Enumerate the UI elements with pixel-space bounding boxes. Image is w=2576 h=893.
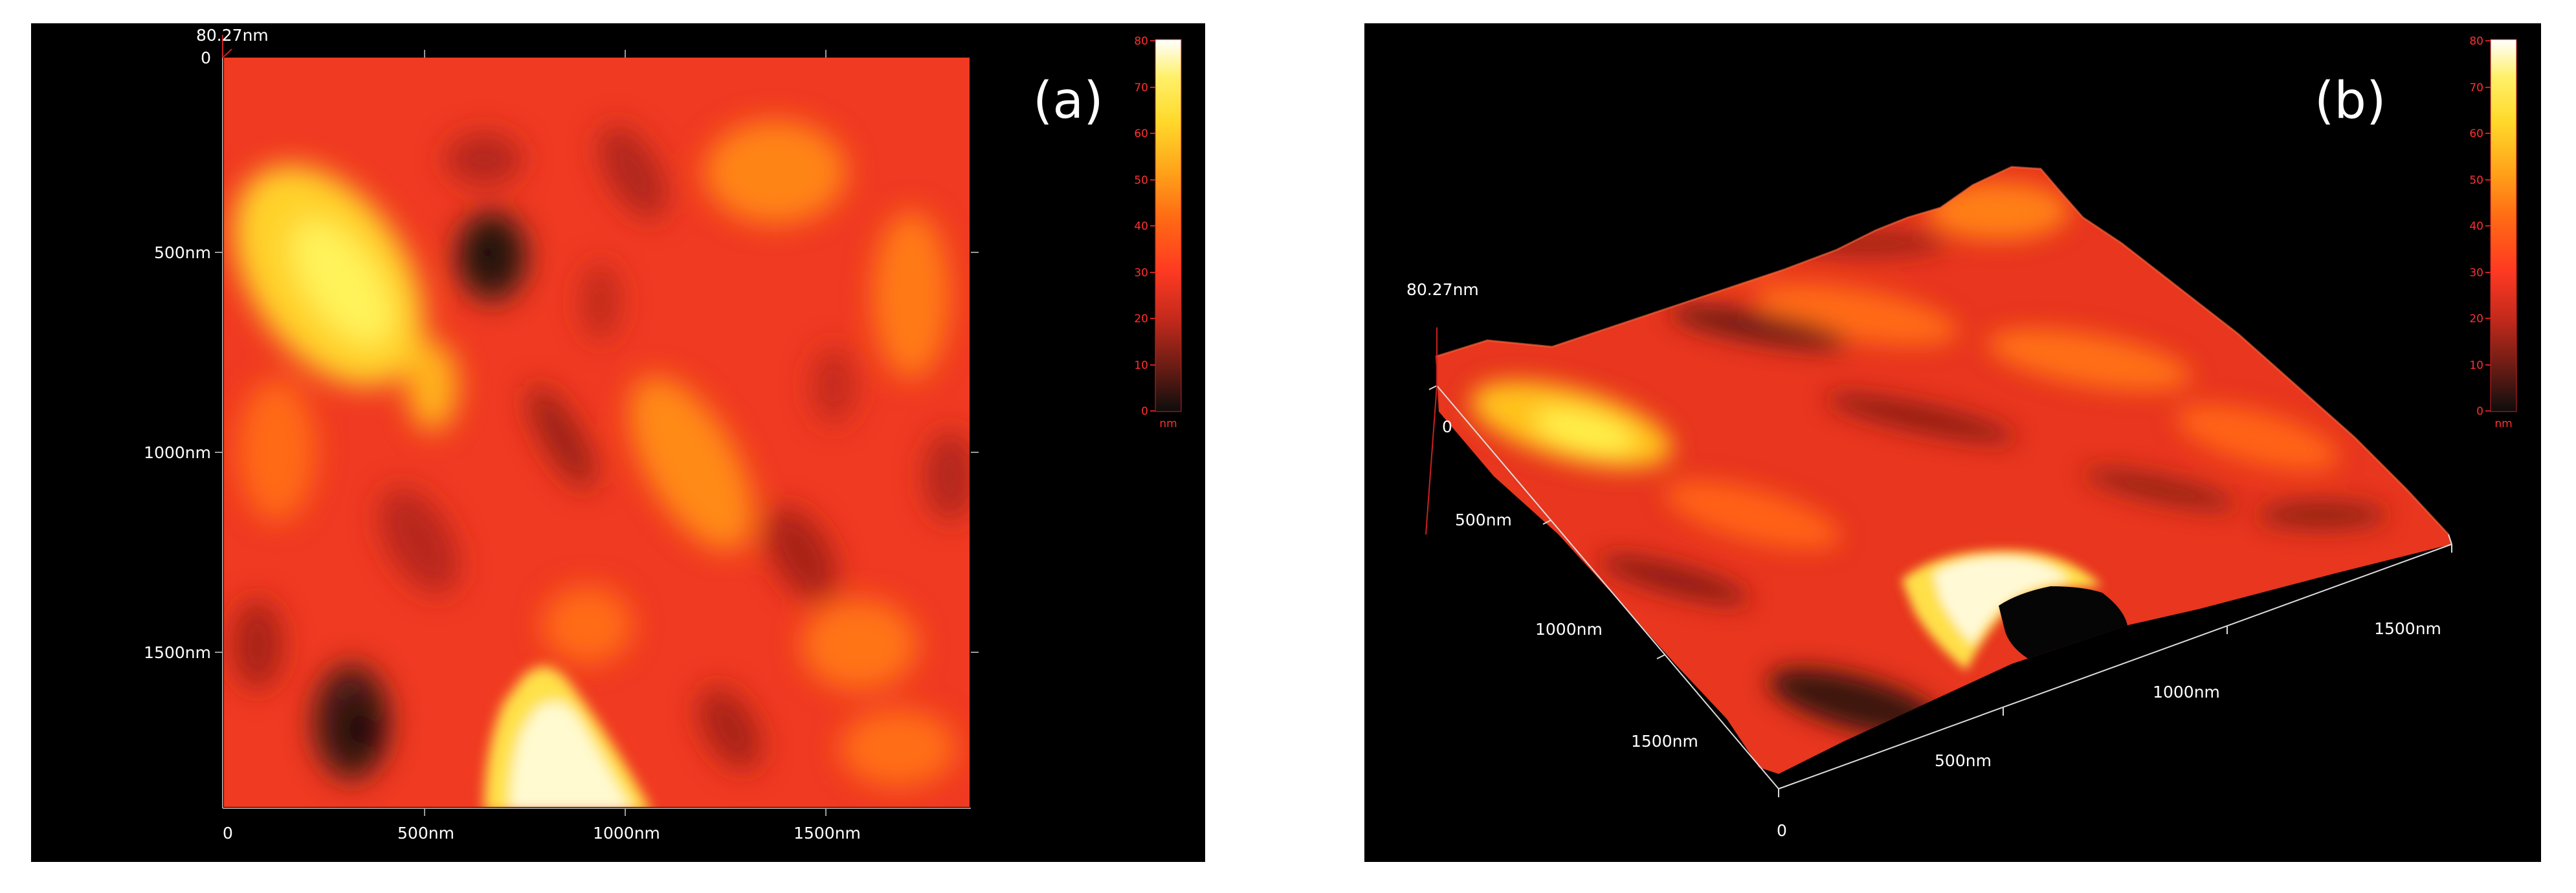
left-tick-1500: 1500nm [1631,732,1698,751]
height-marker-diagonal [222,49,232,58]
colorbar: 80 70 60 50 40 30 20 10 0 nm [2469,35,2517,430]
panel-label: (b) [2315,72,2386,130]
y-tick-500: 500nm [154,243,211,262]
x-tick-500: 500nm [397,824,454,843]
colorbar-tick-10: 10 [2469,359,2483,372]
colorbar-unit: nm [2494,417,2512,430]
colorbar-tick-40: 40 [1134,220,1148,233]
height-marker-lower [1425,385,1438,535]
axis-frame [215,50,979,816]
front-tick-0: 0 [1777,821,1787,840]
colorbar-tick-80: 80 [2469,35,2483,48]
colorbar-tick-70: 70 [1134,82,1148,94]
front-tick-1500: 1500nm [2374,619,2441,638]
colorbar-tick-10: 10 [1134,359,1148,372]
colorbar-gradient [1155,39,1181,412]
colorbar-tick-60: 60 [1134,127,1148,140]
colorbar-tick-0: 0 [2476,405,2483,418]
height-map-image [224,58,970,807]
afm-2d-figure: 80.27nm 0 500nm 1000nm 1500nm 0 500nm 10… [144,26,1182,843]
colorbar-tick-40: 40 [2469,220,2483,233]
x-tick-0: 0 [223,824,233,843]
colorbar-tick-20: 20 [1134,313,1148,325]
y-tick-1000: 1000nm [144,443,211,462]
y-tick-1500: 1500nm [144,643,211,662]
height-tag: 80.27nm [196,26,269,45]
afm-3d-figure: 80.27nm 0 500nm 1000nm 1500nm 0 500nm 10… [1406,35,2517,840]
colorbar-unit: nm [1159,417,1177,430]
colorbar-gradient [2491,39,2516,412]
height-tag: 80.27nm [1406,280,1479,299]
colorbar-tick-60: 60 [2469,127,2483,140]
colorbar-tick-70: 70 [2469,82,2483,94]
front-tick-1000: 1000nm [2153,683,2220,701]
afm-3d-panel: 80.27nm 0 500nm 1000nm 1500nm 0 500nm 10… [1364,23,2541,862]
colorbar-tick-0: 0 [1141,405,1148,418]
left-tick-500: 500nm [1455,511,1512,529]
colorbar-tick-50: 50 [2469,174,2483,187]
x-tick-1500: 1500nm [794,824,861,843]
panel-label: (a) [1033,72,1104,130]
left-tick-0: 0 [1442,417,1452,436]
colorbar-tick-30: 30 [1134,267,1148,280]
front-tick-500: 500nm [1935,751,1992,770]
colorbar-tick-80: 80 [1134,35,1148,48]
y-tick-0: 0 [201,49,211,67]
colorbar-tick-30: 30 [2469,267,2483,280]
left-tick-1000: 1000nm [1535,620,1603,639]
colorbar-tick-50: 50 [1134,174,1148,187]
colorbar-tick-20: 20 [2469,313,2483,325]
afm-2d-panel: 80.27nm 0 500nm 1000nm 1500nm 0 500nm 10… [31,23,1205,862]
colorbar: 80 70 60 50 40 30 20 10 0 nm [1134,35,1182,430]
x-tick-1000: 1000nm [593,824,660,843]
